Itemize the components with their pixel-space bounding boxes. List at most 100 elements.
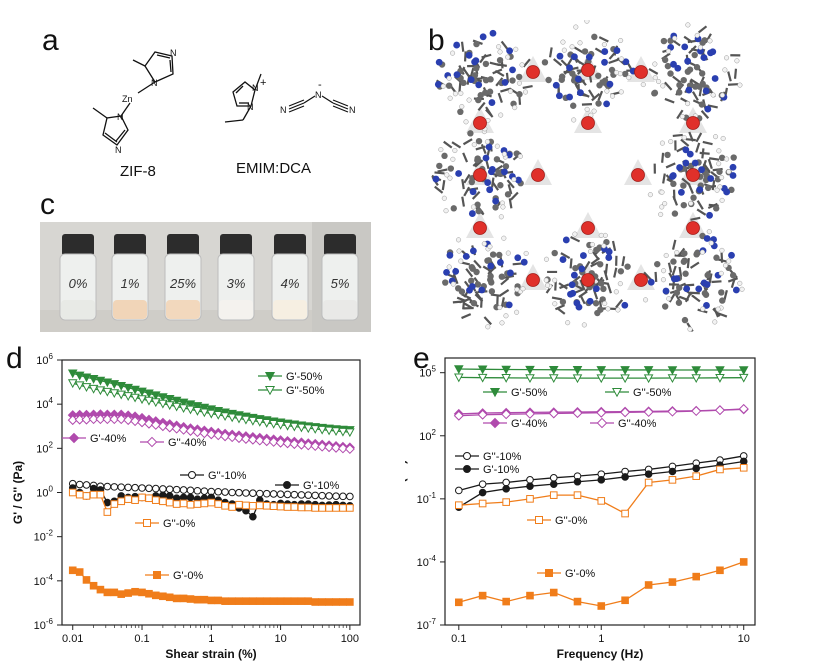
hydrogen-atom [584, 20, 590, 24]
nitrogen-atom [566, 93, 574, 101]
legend-entry: G'-50% [258, 371, 323, 383]
hydrogen-atom [450, 50, 456, 56]
nitrogen-atom [576, 89, 584, 97]
data-point [123, 415, 134, 426]
nitrogen-atom [555, 92, 563, 100]
vial: 3% [217, 234, 255, 321]
y-tick-label: 104 [36, 396, 53, 411]
zif8-label: ZIF-8 [120, 163, 156, 180]
data-point [526, 591, 534, 600]
legend-entry: G'-10% [455, 464, 520, 476]
data-point [178, 398, 189, 408]
data-point [158, 399, 168, 409]
data-point [692, 572, 701, 581]
data-point [596, 366, 607, 375]
data-point [206, 429, 217, 440]
bond-stick [665, 162, 676, 169]
hydrogen-atom [544, 282, 551, 288]
bond-stick [560, 252, 571, 259]
bond-stick [578, 290, 588, 298]
data-point [117, 590, 126, 598]
data-point [123, 383, 133, 393]
data-point [549, 480, 558, 488]
data-point [159, 592, 167, 601]
data-point [228, 503, 236, 511]
hydrogen-atom [444, 172, 450, 178]
carbon-atom [497, 182, 504, 189]
carbon-atom [470, 299, 478, 307]
nitrogen-atom [467, 76, 475, 84]
carbon-atom [670, 180, 677, 188]
hydrogen-atom [712, 134, 719, 140]
hydrogen-atom [561, 47, 567, 53]
data-point [186, 500, 195, 509]
data-point [214, 500, 223, 508]
data-series [68, 479, 354, 501]
data-point [596, 417, 608, 429]
nitrogen-atom [469, 247, 477, 255]
data-point [207, 596, 216, 605]
data-point [310, 425, 321, 434]
data-point [332, 492, 340, 500]
data-point [620, 366, 630, 375]
bond-stick [611, 240, 617, 252]
bond-stick [512, 262, 523, 266]
data-point [206, 405, 217, 415]
data-point [262, 489, 271, 498]
vial-label: 5% [331, 276, 350, 291]
carbon-atom [704, 184, 712, 192]
bond-stick [461, 196, 466, 207]
data-point [282, 421, 293, 431]
data-point [227, 432, 238, 443]
hydrogen-atom [661, 268, 667, 274]
hydrogen-atom [571, 117, 577, 123]
nitrogen-atom [622, 58, 630, 66]
hydrogen-atom [584, 106, 590, 112]
data-series [454, 365, 749, 376]
legend-entry: G''-40% [140, 436, 207, 449]
bond-stick [676, 109, 684, 120]
hydrogen-atom [724, 156, 730, 162]
hydrogen-atom [505, 250, 511, 256]
data-point [109, 414, 120, 425]
carbon-atom [690, 194, 697, 201]
data-point [124, 589, 132, 597]
data-point [535, 516, 543, 524]
data-point [290, 490, 299, 499]
bond-stick [699, 151, 710, 155]
carbon-atom [597, 261, 604, 268]
data-point [130, 385, 140, 395]
bond-stick [507, 184, 513, 195]
data-point [199, 403, 210, 413]
nitrogen-atom [606, 80, 614, 88]
nitrogen-atom [468, 283, 476, 290]
nitrogen-atom [696, 186, 704, 194]
vial: 4% [271, 234, 309, 321]
data-point [332, 598, 340, 606]
data-point [620, 374, 630, 384]
carbon-atom [502, 163, 510, 170]
hydrogen-atom [719, 247, 725, 253]
data-point [102, 387, 113, 397]
hydrogen-atom [522, 89, 529, 95]
data-point [103, 508, 112, 516]
hydrogen-atom [659, 204, 665, 210]
bond-stick [664, 81, 673, 91]
bond-stick [434, 171, 445, 175]
bond-stick [723, 289, 728, 301]
hydrogen-atom [505, 54, 511, 60]
bond-stick [733, 68, 738, 79]
data-point [611, 388, 623, 398]
carbon-atom [570, 102, 577, 109]
hydrogen-atom [466, 97, 472, 103]
vial-label: 25% [169, 276, 196, 291]
hydrogen-atom [659, 140, 665, 146]
n-atom-label: N [315, 90, 322, 100]
data-point [715, 374, 725, 383]
bond-stick [499, 289, 510, 297]
series-line [458, 561, 744, 607]
data-point [131, 483, 139, 492]
data-point [123, 392, 133, 401]
data-point [89, 581, 98, 590]
legend-label: G''-50% [286, 385, 325, 397]
